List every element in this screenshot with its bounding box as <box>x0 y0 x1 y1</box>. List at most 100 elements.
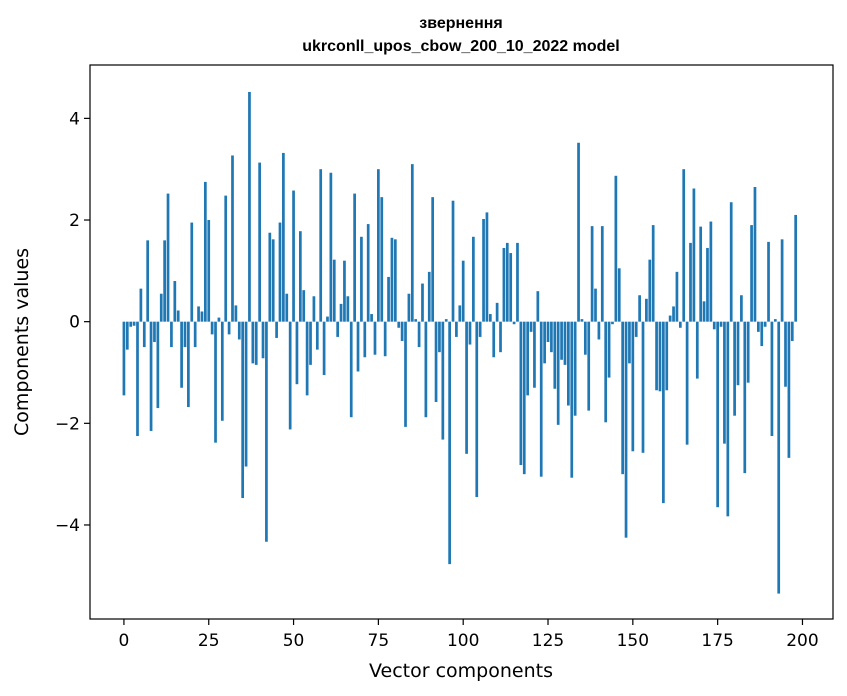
chart-title: звернення <box>419 15 502 32</box>
bar-141 <box>600 226 604 322</box>
bar-23 <box>200 311 204 322</box>
bar-96 <box>448 321 451 565</box>
x-tick-label: 50 <box>283 631 305 651</box>
bar-55 <box>309 321 312 365</box>
bar-29 <box>220 321 224 421</box>
bar-177 <box>723 321 726 444</box>
x-tick-label: 175 <box>701 631 733 651</box>
bar-16 <box>176 310 180 322</box>
bar-134 <box>577 142 580 322</box>
y-axis-label: Components values <box>11 248 33 436</box>
bar-157 <box>655 321 658 391</box>
bar-64 <box>339 303 343 322</box>
bar-181 <box>736 321 740 386</box>
bar-151 <box>634 321 638 337</box>
bar-133 <box>573 321 577 416</box>
bar-2 <box>129 321 133 327</box>
bar-137 <box>587 321 591 411</box>
bar-158 <box>658 321 662 392</box>
bar-34 <box>237 321 241 340</box>
bar-87 <box>417 321 421 348</box>
bar-88 <box>421 283 424 322</box>
bar-42 <box>265 321 268 542</box>
bar-170 <box>699 226 703 322</box>
bar-119 <box>526 321 530 396</box>
bar-85 <box>410 164 414 322</box>
x-tick-label: 100 <box>447 631 479 651</box>
bar-56 <box>312 296 316 322</box>
bar-179 <box>729 202 733 322</box>
bar-160 <box>665 321 669 391</box>
bar-182 <box>740 295 743 322</box>
bar-163 <box>675 271 679 322</box>
bar-97 <box>451 200 455 322</box>
x-tick-label: 25 <box>198 631 220 651</box>
bar-58 <box>319 169 323 322</box>
bar-164 <box>678 321 682 328</box>
bar-191 <box>770 321 774 437</box>
bar-84 <box>407 293 411 322</box>
bar-12 <box>163 240 166 322</box>
bar-162 <box>672 306 675 322</box>
bar-86 <box>414 319 418 322</box>
bar-184 <box>746 321 750 383</box>
bar-130 <box>563 321 567 365</box>
bar-15 <box>173 281 177 322</box>
bar-121 <box>533 321 536 388</box>
bar-17 <box>180 321 183 388</box>
bar-61 <box>329 172 333 322</box>
bar-90 <box>427 271 431 322</box>
bar-81 <box>397 321 401 328</box>
bar-142 <box>604 321 608 423</box>
y-tick-label: −2 <box>55 414 80 434</box>
bar-94 <box>441 321 445 440</box>
x-axis-label: Vector components <box>369 660 553 682</box>
bar-19 <box>187 321 190 408</box>
bar-13 <box>166 193 170 322</box>
bar-167 <box>689 242 692 322</box>
x-tick-label: 125 <box>532 631 564 651</box>
bar-138 <box>590 226 594 322</box>
bar-132 <box>570 321 574 478</box>
bar-102 <box>468 321 472 345</box>
bar-93 <box>438 321 441 353</box>
bar-117 <box>519 321 523 465</box>
bar-106 <box>482 219 485 322</box>
bar-7 <box>146 240 150 322</box>
bar-126 <box>550 321 553 353</box>
bar-89 <box>424 321 428 418</box>
x-tick-label: 0 <box>119 631 130 651</box>
bar-65 <box>343 260 346 322</box>
y-tick-label: 0 <box>69 313 80 333</box>
bar-197 <box>790 321 794 341</box>
y-axis-ticks: 4 2 0 −2 −4 <box>55 109 90 536</box>
bar-67 <box>349 321 353 418</box>
bar-98 <box>455 321 458 337</box>
bar-45 <box>275 321 278 338</box>
plot-area-frame <box>89 64 834 620</box>
bar-176 <box>719 321 723 327</box>
bar-127 <box>553 321 557 389</box>
x-tick-label: 150 <box>617 631 649 651</box>
bar-155 <box>648 259 652 322</box>
bar-104 <box>475 321 479 498</box>
bar-82 <box>400 321 404 341</box>
bar-195 <box>784 321 787 387</box>
bar-33 <box>234 305 238 322</box>
y-tick-label: −4 <box>55 516 80 536</box>
bar-38 <box>251 321 255 364</box>
bar-166 <box>685 321 689 445</box>
y-tick-label: 2 <box>69 211 80 231</box>
bar-168 <box>692 188 696 322</box>
bar-128 <box>556 321 560 425</box>
bar-70 <box>360 236 363 322</box>
bar-111 <box>499 321 502 353</box>
bar-54 <box>305 321 309 396</box>
bar-37 <box>248 91 251 322</box>
bar-43 <box>268 232 272 322</box>
bar-25 <box>207 220 211 322</box>
bar-11 <box>159 293 163 322</box>
bar-178 <box>726 321 730 517</box>
bar-187 <box>757 321 760 332</box>
